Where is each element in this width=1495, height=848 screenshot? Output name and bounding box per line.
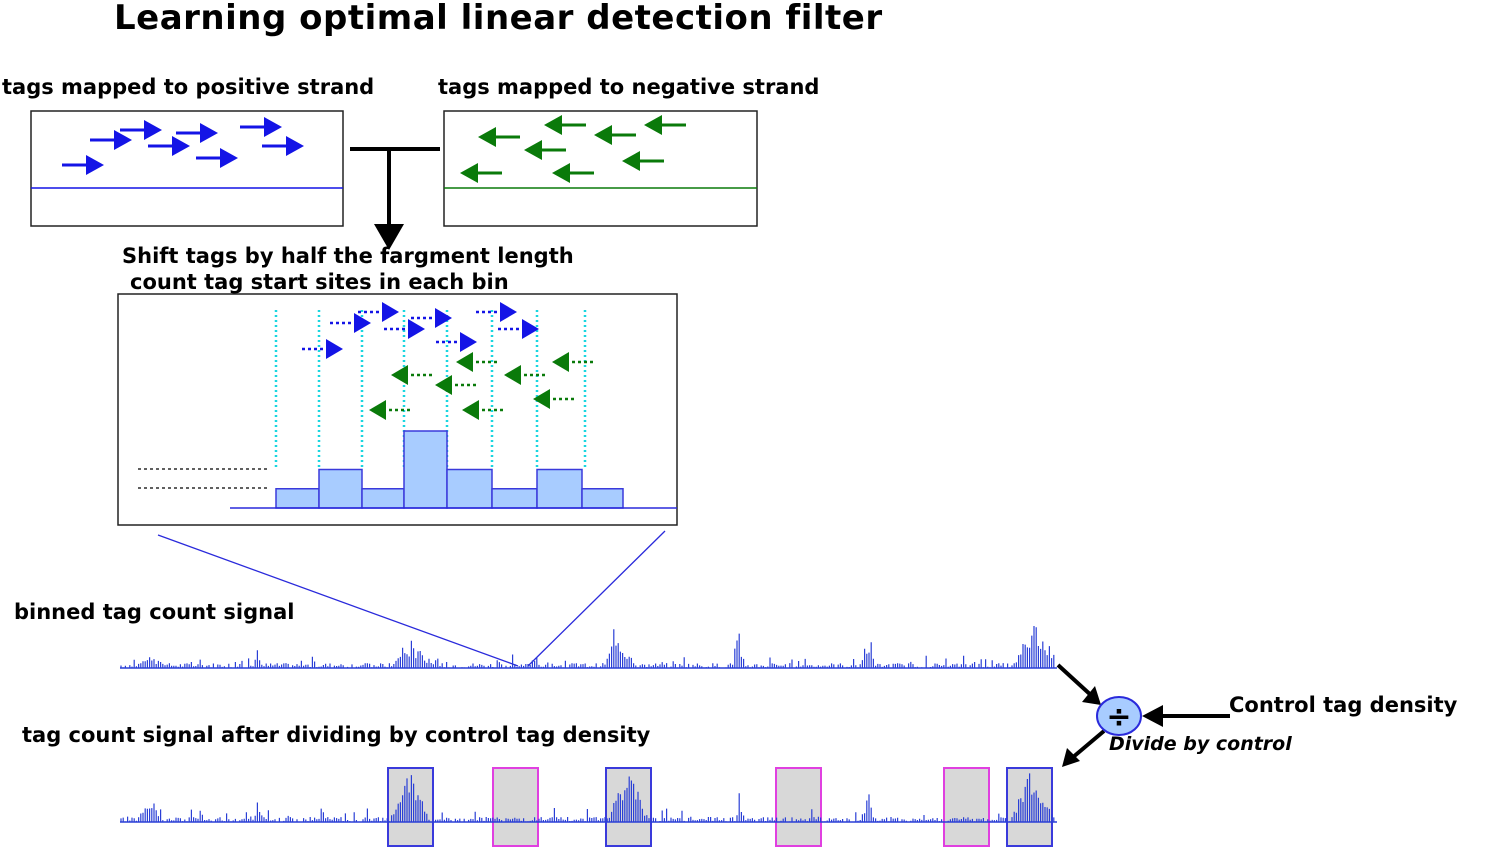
peak-box <box>943 767 990 847</box>
histogram-bin <box>361 488 405 509</box>
positive-tag-arrow <box>62 155 104 175</box>
peak-box <box>387 767 434 847</box>
binned-signal-track <box>120 626 1057 669</box>
positive-tag-arrow <box>262 136 304 156</box>
shifted-negative-arrow <box>435 375 476 395</box>
peak-boxes <box>387 767 1053 847</box>
divide-symbol: ÷ <box>1106 700 1131 735</box>
binned-signal-label: binned tag count signal <box>14 600 295 624</box>
negative-tag-arrow <box>622 151 664 171</box>
histogram-bins <box>275 430 624 509</box>
shifted-negative-arrow <box>504 365 545 385</box>
control-density-label: Control tag density <box>1229 693 1458 717</box>
histogram-bin <box>536 468 583 509</box>
positive-tag-arrow <box>196 148 238 168</box>
peak-box <box>492 767 539 847</box>
page-title: Learning optimal linear detection filter <box>114 0 883 38</box>
divided-signal-track <box>120 767 1057 847</box>
negative-tag-arrow <box>552 163 594 183</box>
shifted-positive-arrow <box>302 339 343 359</box>
divide-node: ÷ <box>1056 663 1230 767</box>
negative-tag-arrow <box>594 125 636 145</box>
zoom-lines <box>157 530 666 667</box>
positive-tag-arrow <box>176 123 218 143</box>
shifted-positive-arrow <box>476 302 517 322</box>
negative-strand-label: tags mapped to negative strand <box>438 75 820 99</box>
shifted-negative-arrow <box>391 365 432 385</box>
positive-tag-arrow <box>148 136 190 156</box>
shift-label-line2: count tag start sites in each bin <box>130 270 509 294</box>
negative-tag-arrow <box>460 163 502 183</box>
histogram-bin <box>318 468 363 509</box>
shifted-negative-arrow <box>456 352 497 372</box>
shifted-positive-arrow <box>384 319 425 339</box>
histogram-bin <box>491 488 538 509</box>
negative-strand-box <box>443 110 758 227</box>
peak-box <box>775 767 822 847</box>
positive-tag-arrow <box>90 130 132 150</box>
positive-strand-label: tags mapped to positive strand <box>2 75 375 99</box>
positive-tag-arrow <box>120 120 162 140</box>
shifted-positive-arrow <box>436 332 477 352</box>
positive-strand-box <box>30 110 344 227</box>
shifted-negative-arrow <box>462 400 503 420</box>
divided-signal-label: tag count signal after dividing by contr… <box>22 723 651 747</box>
negative-tag-arrow <box>544 115 586 135</box>
peak-box <box>605 767 652 847</box>
shifted-positive-arrow <box>498 319 539 339</box>
shifted-positive-arrow <box>358 302 399 322</box>
histogram-bin <box>581 488 624 509</box>
shift-label-line1: Shift tags by half the fargment length <box>122 244 574 268</box>
shifted-negative-arrow <box>552 352 593 372</box>
positive-tag-arrow <box>240 117 282 137</box>
merge-arrow <box>350 147 440 250</box>
shifted-tag-arrows <box>302 302 593 420</box>
histogram-panel <box>117 293 678 526</box>
shifted-positive-arrow <box>330 313 371 333</box>
negative-tag-arrow <box>524 140 566 160</box>
shifted-negative-arrow <box>533 389 574 409</box>
negative-tag-arrow <box>644 115 686 135</box>
histogram-bin <box>446 468 493 509</box>
divide-by-control-label: Divide by control <box>1109 733 1292 755</box>
negative-tag-arrow <box>478 127 520 147</box>
shifted-negative-arrow <box>369 400 410 420</box>
histogram-bin <box>403 430 448 509</box>
histogram-bin <box>275 488 320 509</box>
shifted-positive-arrow <box>411 308 452 328</box>
